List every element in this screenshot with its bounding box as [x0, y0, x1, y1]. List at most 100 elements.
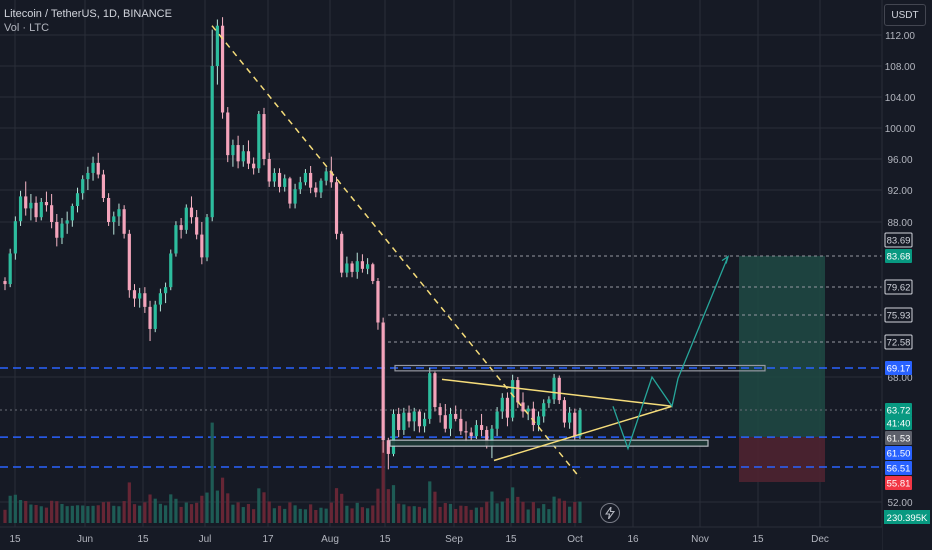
projection-arrowhead — [721, 255, 730, 264]
candle — [29, 194, 33, 221]
candle — [220, 17, 225, 119]
candle-body — [138, 293, 142, 299]
currency-button[interactable]: USDT — [884, 4, 926, 26]
candle — [169, 249, 173, 291]
candle-body — [60, 223, 64, 238]
candle-body — [371, 264, 375, 282]
volume-bar — [39, 506, 43, 523]
candle — [386, 437, 390, 470]
candle — [552, 373, 556, 404]
volume-bar — [13, 494, 17, 523]
volume-bar — [226, 493, 230, 523]
candle — [257, 110, 261, 173]
candle-body — [573, 412, 577, 437]
candle — [8, 248, 12, 288]
candle — [246, 140, 251, 170]
volume-bar — [252, 509, 256, 523]
candle — [360, 254, 365, 273]
price-label-bg — [885, 361, 912, 375]
price-tick-label: 104.00 — [885, 93, 916, 104]
price-tick-label: 100.00 — [885, 124, 916, 135]
candle-body — [428, 373, 432, 419]
candle-body — [86, 172, 90, 180]
volume-bar — [345, 505, 349, 523]
candle-body — [407, 412, 411, 422]
time-tick-label: Sep — [445, 534, 463, 545]
price-label-text: 56.51 — [887, 464, 911, 475]
candle-body — [39, 202, 43, 218]
candle-body — [272, 172, 276, 182]
price-label-bg — [885, 461, 912, 475]
candle-body — [417, 411, 421, 427]
candle-body — [474, 425, 478, 437]
time-tick-label: Oct — [567, 534, 583, 545]
candle-body — [562, 400, 567, 423]
volume-bar — [422, 508, 427, 523]
candle-body — [112, 216, 116, 222]
candle — [454, 405, 458, 422]
time-axis[interactable]: 15 Jun 15 Jul 17 Aug 15 Sep 15 Oct 16 Nov 15 Dec — [0, 526, 882, 550]
candle — [122, 205, 126, 239]
price-label-blue: 61.50 — [885, 446, 912, 460]
candle — [226, 107, 230, 163]
candle-body — [65, 220, 69, 224]
volume-bar — [371, 505, 375, 523]
candle-body — [13, 221, 17, 254]
time-tick-label: 16 — [627, 534, 639, 545]
candle-body — [443, 415, 447, 429]
time-tick-label: 17 — [262, 534, 274, 545]
volume-label: Vol · LTC — [4, 22, 50, 34]
candle-body — [267, 159, 271, 182]
volume-bar — [309, 504, 313, 523]
candle-body — [29, 202, 33, 209]
candle-body — [143, 293, 147, 307]
volume-bar — [329, 502, 333, 523]
price-label-text: 75.93 — [887, 311, 911, 322]
price-label-bg — [884, 279, 913, 295]
price-label-text: 69.17 — [887, 364, 911, 375]
volume-bar — [138, 505, 142, 523]
volume-bar — [448, 503, 453, 523]
candle-body — [277, 172, 282, 187]
price-label-blue: 56.51 — [885, 461, 912, 475]
candle — [345, 256, 349, 278]
volume-bar — [314, 510, 318, 523]
candle — [13, 216, 17, 260]
volume-bar — [179, 506, 183, 523]
volume-bar — [24, 500, 28, 523]
time-tick-label: 15 — [9, 534, 21, 545]
volume-bar — [143, 502, 147, 523]
volume-bar — [479, 507, 484, 523]
candle — [127, 229, 131, 298]
candle-body — [386, 440, 390, 454]
volume-bar — [283, 508, 287, 523]
candle-body — [50, 205, 54, 222]
stop-zone — [739, 437, 825, 482]
time-tick-label: 15 — [137, 534, 149, 545]
candle-body — [163, 287, 168, 294]
candle-body — [547, 399, 551, 404]
price-axis[interactable]: 112.00 108.00 104.00 100.00 96.00 92.00 88.00 6… — [881, 0, 932, 550]
volume-bar — [91, 505, 95, 523]
candle-body — [490, 428, 494, 446]
drawings[interactable] — [211, 25, 766, 479]
price-label-outline: 83.69 — [884, 232, 913, 248]
candle-body — [521, 402, 525, 412]
candle-body — [391, 413, 396, 454]
candle — [334, 176, 339, 240]
candle-body — [319, 180, 323, 193]
volume-bar — [340, 493, 344, 523]
volume-bar — [552, 496, 556, 523]
volume-bar — [407, 506, 411, 523]
volume-bar — [200, 495, 204, 523]
lightning-icon[interactable] — [600, 503, 620, 523]
symbol-title[interactable]: Litecoin / TetherUS, 1D, BINANCE — [4, 8, 172, 20]
candle-body — [3, 281, 7, 285]
price-label-text: 55.81 — [887, 479, 911, 490]
volume-bar — [568, 506, 572, 523]
volume-bar — [18, 500, 23, 523]
volume-bar — [485, 501, 489, 523]
target-zone — [739, 255, 825, 437]
